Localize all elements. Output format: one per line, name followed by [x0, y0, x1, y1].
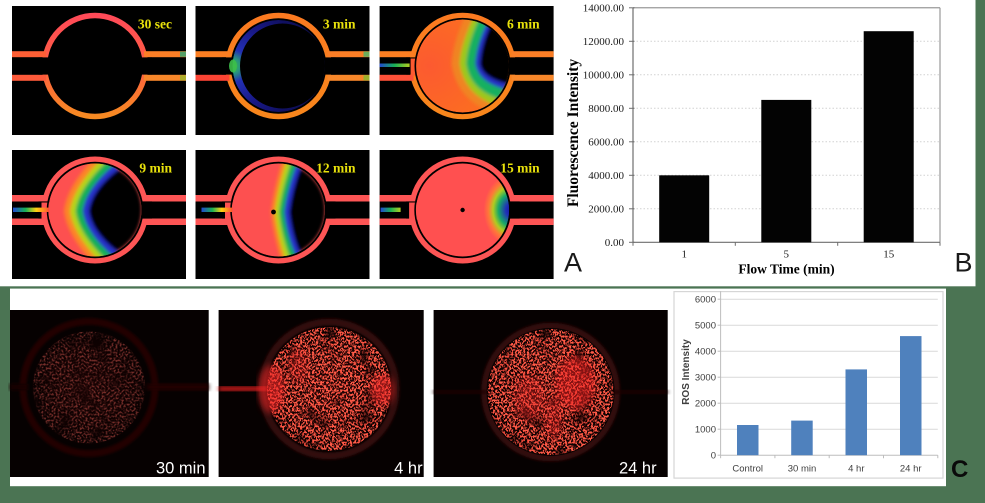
svg-text:12000.00: 12000.00	[583, 36, 625, 48]
svg-text:24 hr: 24 hr	[900, 464, 922, 475]
svg-text:15: 15	[883, 249, 895, 261]
svg-text:Fluorescence Intensity: Fluorescence Intensity	[565, 59, 582, 207]
svg-text:0: 0	[711, 451, 716, 462]
svg-text:Control: Control	[732, 464, 763, 475]
svg-text:12 min: 12 min	[316, 161, 356, 176]
svg-text:10000.00: 10000.00	[583, 70, 625, 82]
svg-text:5: 5	[784, 249, 790, 261]
svg-text:24 hr: 24 hr	[619, 460, 657, 478]
svg-text:ROS Intensity: ROS Intensity	[681, 339, 692, 405]
svg-text:1000: 1000	[695, 425, 716, 436]
svg-text:0.00: 0.00	[605, 237, 625, 249]
svg-text:4 hr: 4 hr	[848, 464, 864, 475]
svg-text:3 min: 3 min	[323, 17, 356, 32]
svg-text:9 min: 9 min	[139, 161, 172, 176]
svg-text:30 min: 30 min	[788, 464, 817, 475]
svg-text:C: C	[951, 456, 968, 483]
svg-text:A: A	[564, 248, 582, 278]
svg-text:30 min: 30 min	[156, 460, 206, 478]
svg-text:4 hr: 4 hr	[394, 460, 423, 478]
svg-text:14000.00: 14000.00	[583, 3, 625, 15]
svg-text:8000.00: 8000.00	[588, 103, 624, 115]
svg-text:4000: 4000	[695, 347, 716, 358]
svg-text:2000.00: 2000.00	[588, 204, 624, 216]
svg-text:5000: 5000	[695, 321, 716, 332]
svg-text:30 sec: 30 sec	[138, 17, 172, 32]
svg-text:6000.00: 6000.00	[588, 137, 624, 149]
svg-text:4000.00: 4000.00	[588, 170, 624, 182]
svg-text:1: 1	[681, 249, 687, 261]
svg-text:2000: 2000	[695, 399, 716, 410]
svg-text:6 min: 6 min	[507, 17, 540, 32]
svg-text:6000: 6000	[695, 295, 716, 306]
svg-text:Flow Time (min): Flow Time (min)	[738, 262, 834, 277]
svg-text:3000: 3000	[695, 373, 716, 384]
svg-text:B: B	[955, 248, 973, 278]
svg-text:15 min: 15 min	[500, 161, 540, 176]
